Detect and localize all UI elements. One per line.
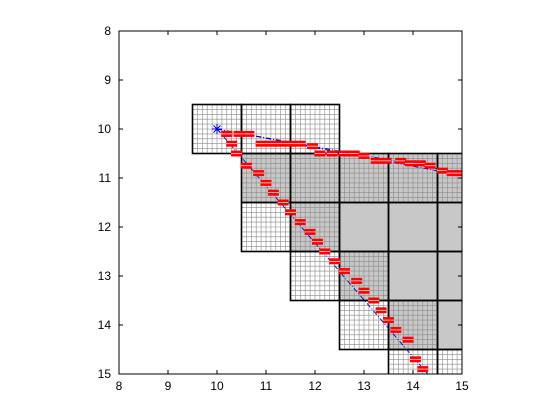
fine-grid-cell [437,349,462,374]
plot-content [191,103,462,374]
fine-grid-cell [290,251,340,301]
origin-star-marker [212,124,222,134]
x-tick-label: 9 [165,379,172,393]
star-stroke [213,125,221,133]
y-tick-label: 10 [98,122,112,136]
y-tick-label: 13 [98,269,112,283]
fine-grid-cell [241,202,291,252]
x-tick-label: 11 [260,379,273,393]
coarse-cell [436,250,462,302]
coarse-cell [436,299,462,351]
x-tick-label: 15 [455,379,469,393]
axes: 8 9 10 11 12 13 14 15 8 9 10 11 12 13 14 15 [98,24,469,393]
y-tick-label: 9 [104,73,111,87]
plot-area [191,103,462,374]
fine-grid-cell [290,104,340,154]
fine-grid-cell [339,153,389,203]
y-tick-label: 8 [104,24,111,38]
coarse-cell [387,348,439,374]
y-tick-label: 14 [98,318,112,332]
y-tick-label: 12 [98,220,112,234]
fine-grid-cell [339,251,389,301]
y-tick-label: 11 [99,171,112,185]
axes-frame [118,30,463,375]
x-tick-label: 10 [210,379,224,393]
x-tick-label: 13 [357,379,371,393]
coarse-cell [436,152,462,204]
fine-grid-cell [290,153,340,203]
x-tick-label: 12 [308,379,322,393]
fine-grid-cell [388,349,438,374]
x-tick-label: 14 [406,379,420,393]
coarse-cell [436,201,462,253]
y-tick-label: 15 [98,367,112,381]
x-tick-label: 8 [116,379,123,393]
fine-grid-cell [339,300,389,350]
